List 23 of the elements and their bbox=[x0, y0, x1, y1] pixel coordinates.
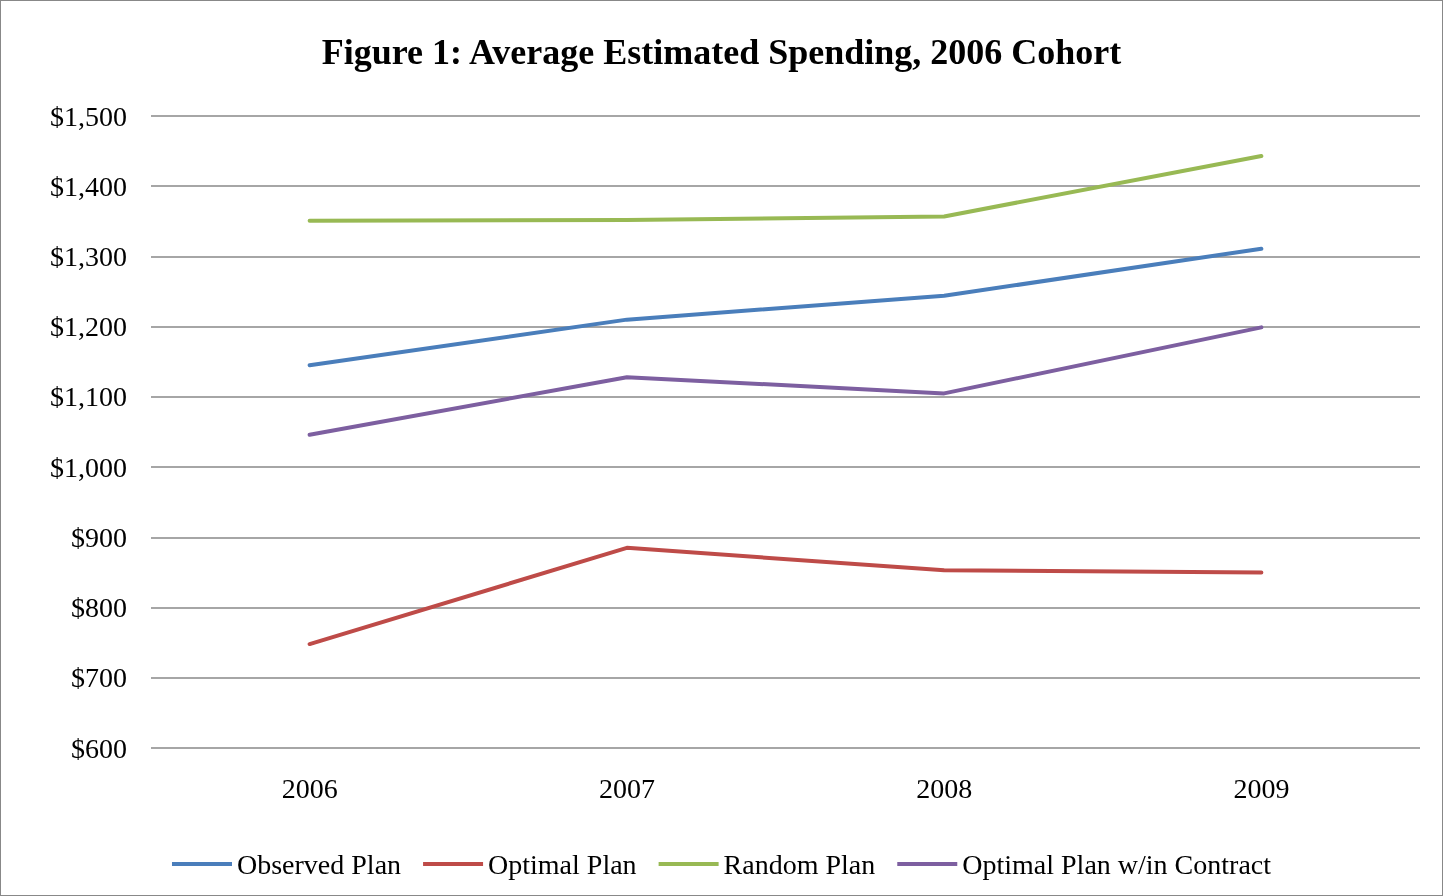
y-tick-label: $600 bbox=[71, 732, 127, 764]
y-tick-label: $1,500 bbox=[50, 100, 127, 132]
y-tick-label: $1,200 bbox=[50, 311, 127, 343]
y-tick-label: $900 bbox=[71, 521, 127, 553]
y-tick-label: $1,100 bbox=[50, 381, 127, 413]
line-series bbox=[307, 246, 1264, 368]
legend-label: Random Plan bbox=[723, 848, 876, 880]
x-tick-label: 2006 bbox=[281, 772, 338, 804]
x-tick-label: 2009 bbox=[1233, 772, 1290, 804]
line-series bbox=[307, 545, 1264, 647]
y-tick-label: $700 bbox=[71, 662, 127, 694]
y-tick-label: $800 bbox=[71, 592, 127, 624]
y-tick-label: $1,400 bbox=[50, 170, 127, 202]
legend-label: Optimal Plan bbox=[488, 848, 637, 880]
line-series bbox=[307, 154, 1264, 223]
y-tick-label: $1,300 bbox=[50, 240, 127, 272]
x-tick-label: 2008 bbox=[916, 772, 973, 804]
y-tick-label: $1,000 bbox=[50, 451, 127, 483]
x-tick-label: 2007 bbox=[598, 772, 655, 804]
chart-title: Figure 1: Average Estimated Spending, 2006 Cohort bbox=[321, 32, 1122, 72]
legend-label: Optimal Plan w/in Contract bbox=[962, 848, 1272, 880]
line-series bbox=[307, 325, 1264, 437]
legend-label: Observed Plan bbox=[236, 848, 402, 880]
